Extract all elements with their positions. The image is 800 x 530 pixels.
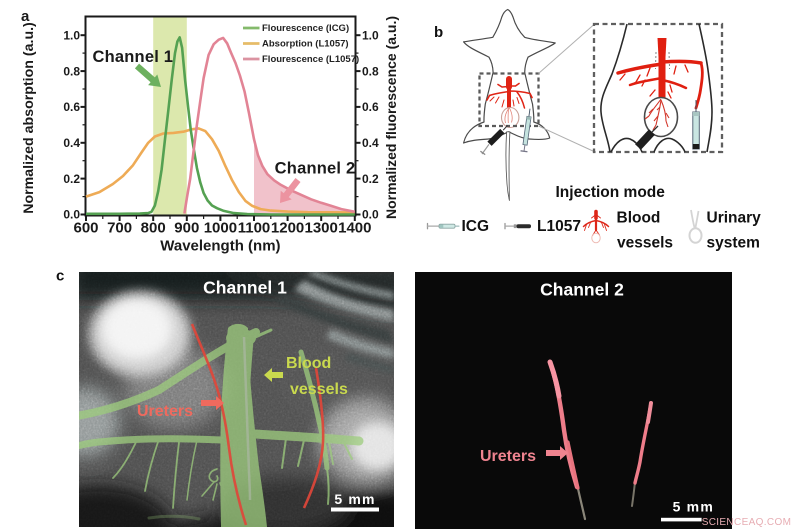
svg-text:0.4: 0.4 — [362, 136, 379, 150]
svg-text:1300: 1300 — [305, 220, 338, 237]
svg-text:vessels: vessels — [290, 381, 348, 398]
svg-text:0.2: 0.2 — [362, 172, 379, 186]
svg-text:1400: 1400 — [338, 220, 371, 237]
svg-text:700: 700 — [107, 220, 132, 237]
svg-text:a: a — [21, 8, 30, 25]
svg-text:Channel 2: Channel 2 — [540, 280, 624, 300]
svg-text:1.0: 1.0 — [362, 28, 379, 42]
svg-text:5 mm: 5 mm — [673, 499, 714, 515]
svg-text:Urinary: Urinary — [707, 210, 762, 227]
svg-text:900: 900 — [174, 220, 199, 237]
svg-text:Flourescence (ICG): Flourescence (ICG) — [262, 23, 349, 34]
svg-text:Wavelength (nm): Wavelength (nm) — [160, 238, 280, 255]
svg-text:5 mm: 5 mm — [334, 491, 375, 507]
svg-text:ICG: ICG — [462, 218, 490, 235]
svg-text:Normalized fluorescence (a.u.): Normalized fluorescence (a.u.) — [383, 16, 399, 219]
svg-text:Ureters: Ureters — [137, 403, 193, 420]
svg-text:0.0: 0.0 — [63, 208, 80, 222]
svg-text:Channel 2: Channel 2 — [275, 160, 356, 178]
svg-text:vessels: vessels — [617, 235, 673, 252]
svg-text:0.4: 0.4 — [63, 136, 80, 150]
svg-text:1200: 1200 — [271, 220, 304, 237]
svg-text:system: system — [707, 235, 760, 252]
svg-text:Normalized absorption (a.u.): Normalized absorption (a.u.) — [21, 22, 37, 214]
svg-text:Channel 1: Channel 1 — [93, 48, 174, 66]
svg-text:1.0: 1.0 — [63, 28, 80, 42]
svg-text:1000: 1000 — [204, 220, 237, 237]
svg-text:Blood: Blood — [617, 210, 661, 227]
svg-text:Injection mode: Injection mode — [556, 184, 666, 201]
svg-text:0.8: 0.8 — [63, 64, 80, 78]
svg-text:1100: 1100 — [238, 220, 271, 237]
svg-text:0.6: 0.6 — [362, 100, 379, 114]
svg-text:800: 800 — [141, 220, 166, 237]
svg-text:0.6: 0.6 — [63, 100, 80, 114]
svg-text:L1057: L1057 — [537, 218, 581, 235]
svg-text:Absorption (L1057): Absorption (L1057) — [262, 39, 349, 50]
svg-text:Blood: Blood — [286, 355, 331, 372]
svg-text:b: b — [434, 24, 443, 41]
svg-text:600: 600 — [73, 220, 98, 237]
svg-text:c: c — [56, 268, 64, 285]
svg-text:Flourescence (L1057): Flourescence (L1057) — [262, 54, 359, 65]
svg-text:0.8: 0.8 — [362, 64, 379, 78]
svg-text:Channel 1: Channel 1 — [203, 278, 287, 298]
svg-text:Ureters: Ureters — [480, 448, 536, 465]
svg-text:SCIENCEAQ.COM: SCIENCEAQ.COM — [702, 517, 792, 528]
svg-text:0.0: 0.0 — [362, 208, 379, 222]
svg-text:0.2: 0.2 — [63, 172, 80, 186]
